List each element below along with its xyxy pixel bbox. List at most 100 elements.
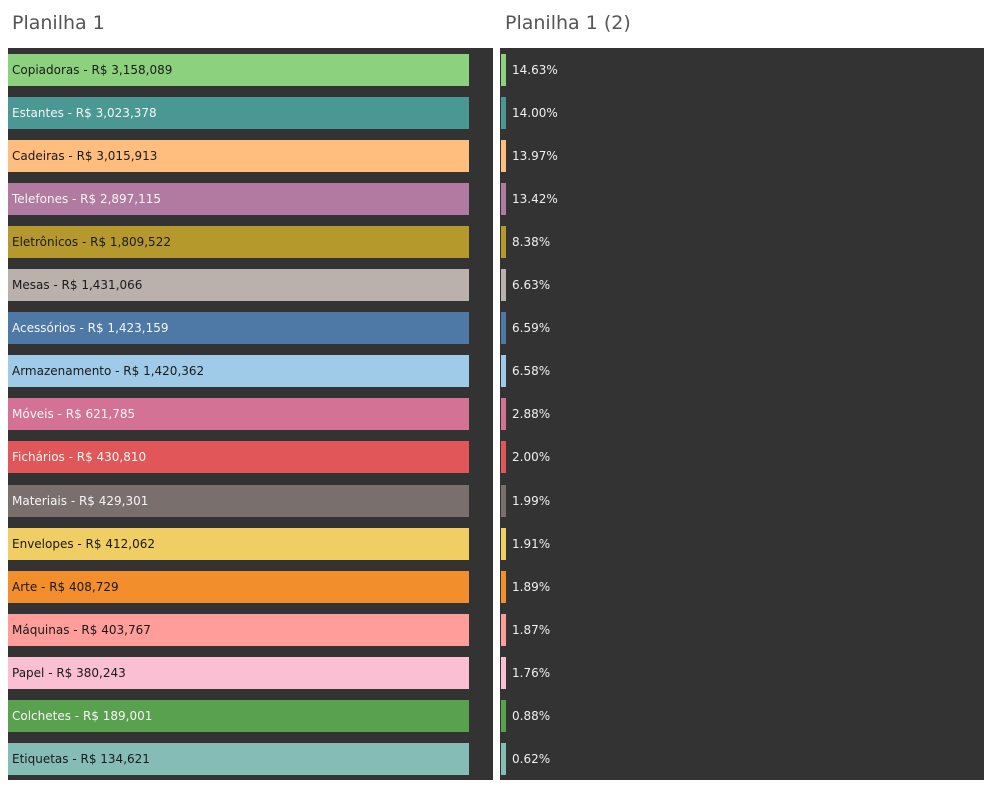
percent-row[interactable]: 1.89% xyxy=(500,570,700,603)
percent-row[interactable]: 6.63% xyxy=(500,269,700,302)
bar[interactable]: Eletrônicos - R$ 1,809,522 xyxy=(8,226,469,259)
percent-bar[interactable] xyxy=(501,527,506,560)
bar-row[interactable]: Máquinas - R$ 403,767 xyxy=(8,613,469,646)
bar-row[interactable]: Móveis - R$ 621,785 xyxy=(8,398,469,431)
bar-label: Telefones - R$ 2,897,115 xyxy=(12,192,162,207)
bar[interactable]: Móveis - R$ 621,785 xyxy=(8,398,469,431)
percent-row[interactable]: 8.38% xyxy=(500,226,700,259)
percent-row[interactable]: 6.58% xyxy=(500,355,700,388)
percent-label: 13.97% xyxy=(512,149,558,164)
percent-bar[interactable] xyxy=(501,355,506,388)
percent-bar[interactable] xyxy=(501,398,506,431)
bar-label: Estantes - R$ 3,023,378 xyxy=(12,106,157,121)
bar-row[interactable]: Cadeiras - R$ 3,015,913 xyxy=(8,140,469,173)
percent-label: 1.89% xyxy=(512,579,551,594)
percent-label: 2.88% xyxy=(512,407,551,422)
sheet-title-right: Planilha 1 (2) xyxy=(505,12,631,34)
bar[interactable]: Fichários - R$ 430,810 xyxy=(8,441,469,474)
percent-bar[interactable] xyxy=(501,312,506,345)
percent-label: 1.91% xyxy=(512,536,551,551)
bar-row[interactable]: Copiadoras - R$ 3,158,089 xyxy=(8,54,469,86)
bar-row[interactable]: Armazenamento - R$ 1,420,362 xyxy=(8,355,469,388)
bar-label: Acessórios - R$ 1,423,159 xyxy=(12,321,169,336)
category-sales-panel: Copiadoras - R$ 3,158,089 Estantes - R$ 3… xyxy=(8,48,493,780)
percent-bar[interactable] xyxy=(501,269,506,302)
bar-row[interactable]: Acessórios - R$ 1,423,159 xyxy=(8,312,469,345)
percent-bar[interactable] xyxy=(501,97,506,130)
bar-row[interactable]: Colchetes - R$ 189,001 xyxy=(8,699,469,732)
category-percent-panel: 14.63% 14.00% 13.97% 13.42% 8.38% 6.63% 6.59% 6… xyxy=(500,48,984,780)
percent-bar[interactable] xyxy=(501,441,506,474)
percent-bar[interactable] xyxy=(501,742,506,775)
percent-row[interactable]: 0.88% xyxy=(500,699,700,732)
percent-label: 14.63% xyxy=(512,63,558,77)
bar[interactable]: Armazenamento - R$ 1,420,362 xyxy=(8,355,469,388)
bar[interactable]: Colchetes - R$ 189,001 xyxy=(8,699,469,732)
percent-row[interactable]: 6.59% xyxy=(500,312,700,345)
percent-row[interactable]: 2.88% xyxy=(500,398,700,431)
bar[interactable]: Mesas - R$ 1,431,066 xyxy=(8,269,469,302)
percent-row[interactable]: 1.99% xyxy=(500,484,700,517)
percent-bar[interactable] xyxy=(501,183,506,216)
percent-row[interactable]: 13.97% xyxy=(500,140,700,173)
percent-bar[interactable] xyxy=(501,484,506,517)
bar[interactable]: Estantes - R$ 3,023,378 xyxy=(8,97,469,130)
bar-row[interactable]: Materiais - R$ 429,301 xyxy=(8,484,469,517)
bar-label: Colchetes - R$ 189,001 xyxy=(12,708,153,723)
percent-label: 14.00% xyxy=(512,106,558,121)
percent-bar[interactable] xyxy=(501,699,506,732)
percent-bar[interactable] xyxy=(501,613,506,646)
bar-label: Copiadoras - R$ 3,158,089 xyxy=(12,63,173,77)
bar[interactable]: Envelopes - R$ 412,062 xyxy=(8,527,469,560)
bar-label: Armazenamento - R$ 1,420,362 xyxy=(12,364,205,379)
bar-label: Etiquetas - R$ 134,621 xyxy=(12,751,150,766)
bar-row[interactable]: Papel - R$ 380,243 xyxy=(8,656,469,689)
percent-label: 1.99% xyxy=(512,493,551,508)
bar[interactable]: Cadeiras - R$ 3,015,913 xyxy=(8,140,469,173)
percent-bar[interactable] xyxy=(501,140,506,173)
percent-bar[interactable] xyxy=(501,54,506,86)
bar[interactable]: Arte - R$ 408,729 xyxy=(8,570,469,603)
percent-label: 6.58% xyxy=(512,364,551,379)
bar-row[interactable]: Envelopes - R$ 412,062 xyxy=(8,527,469,560)
bar[interactable]: Materiais - R$ 429,301 xyxy=(8,484,469,517)
percent-row[interactable]: 13.42% xyxy=(500,183,700,216)
bar-label: Papel - R$ 380,243 xyxy=(12,665,126,680)
bar-row[interactable]: Eletrônicos - R$ 1,809,522 xyxy=(8,226,469,259)
bar-label: Fichários - R$ 430,810 xyxy=(12,450,147,465)
bar[interactable]: Telefones - R$ 2,897,115 xyxy=(8,183,469,216)
bar-row[interactable]: Telefones - R$ 2,897,115 xyxy=(8,183,469,216)
percent-row[interactable]: 1.91% xyxy=(500,527,700,560)
percent-label: 6.59% xyxy=(512,321,551,336)
bar[interactable]: Acessórios - R$ 1,423,159 xyxy=(8,312,469,345)
percent-bar[interactable] xyxy=(501,226,506,259)
percent-label: 0.88% xyxy=(512,708,551,723)
percent-bar[interactable] xyxy=(501,570,506,603)
bar-row[interactable]: Etiquetas - R$ 134,621 xyxy=(8,742,469,775)
bar-label: Materiais - R$ 429,301 xyxy=(12,493,149,508)
bar[interactable]: Máquinas - R$ 403,767 xyxy=(8,613,469,646)
percent-row[interactable]: 1.76% xyxy=(500,656,700,689)
percent-label: 13.42% xyxy=(512,192,558,207)
percent-label: 0.62% xyxy=(512,751,551,766)
bar-row[interactable]: Fichários - R$ 430,810 xyxy=(8,441,469,474)
percent-row[interactable]: 2.00% xyxy=(500,441,700,474)
percent-row[interactable]: 1.87% xyxy=(500,613,700,646)
percent-bar[interactable] xyxy=(501,656,506,689)
bar-row[interactable]: Arte - R$ 408,729 xyxy=(8,570,469,603)
bar-label: Cadeiras - R$ 3,015,913 xyxy=(12,149,158,164)
bar[interactable]: Etiquetas - R$ 134,621 xyxy=(8,742,469,775)
percent-row[interactable]: 0.62% xyxy=(500,742,700,775)
bar-row[interactable]: Estantes - R$ 3,023,378 xyxy=(8,97,469,130)
percent-label: 6.63% xyxy=(512,278,551,293)
bar-label: Envelopes - R$ 412,062 xyxy=(12,536,155,551)
bar[interactable]: Copiadoras - R$ 3,158,089 xyxy=(8,54,469,86)
percent-row[interactable]: 14.63% xyxy=(500,54,700,86)
percent-label: 1.76% xyxy=(512,665,551,680)
bar-label: Arte - R$ 408,729 xyxy=(12,579,119,594)
bar[interactable]: Papel - R$ 380,243 xyxy=(8,656,469,689)
percent-row[interactable]: 14.00% xyxy=(500,97,700,130)
bar-row[interactable]: Mesas - R$ 1,431,066 xyxy=(8,269,469,302)
bar-label: Máquinas - R$ 403,767 xyxy=(12,622,151,637)
bar-label: Móveis - R$ 621,785 xyxy=(12,407,136,422)
